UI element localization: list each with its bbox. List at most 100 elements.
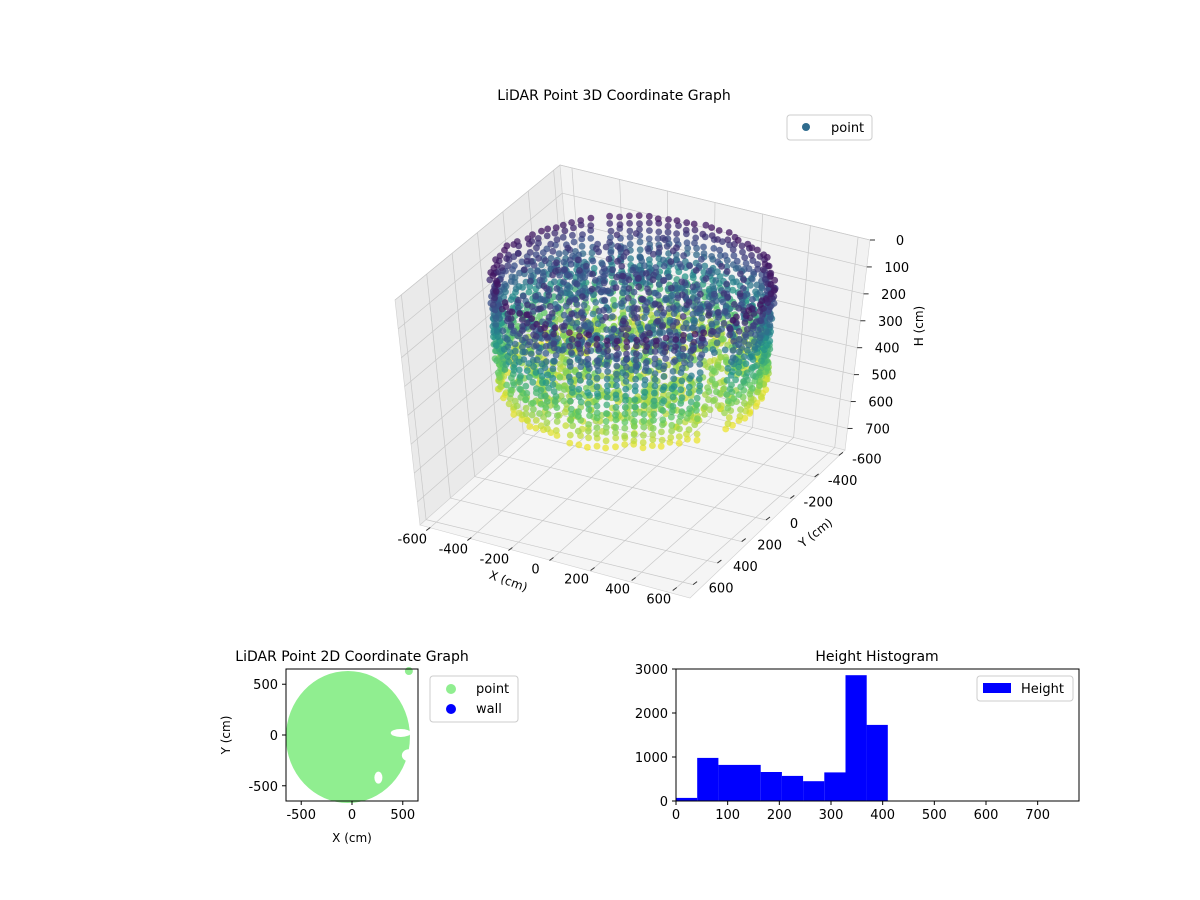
lidar-point-3d [639,439,647,446]
lidar-point-3d [552,351,560,359]
lidar-point-3d [708,232,716,240]
histogram-bar [739,764,761,801]
lidar-point-3d [619,317,627,325]
lidar-point-3d [593,424,601,432]
lidar-point-3d [544,371,552,379]
lidar-point-3d [613,352,620,359]
lidar-point-3d [518,327,526,334]
lidar-point-3d [581,274,589,281]
lidar-point-3d [491,306,499,314]
x-tick-label: 0 [672,808,680,823]
lidar-point-3d [522,396,530,403]
lidar-point-3d [651,370,659,377]
lidar-point-3d [622,372,630,379]
lidar-point-3d [651,348,659,355]
grid-floor-x [676,447,835,588]
lidar-point-3d [529,378,537,386]
lidar-point-3d [691,226,699,234]
lidar-point-3d [555,293,563,301]
lidar-point-3d [729,354,737,362]
lidar-point-3d [612,391,620,399]
lidar-point-3d [625,276,633,284]
lidar-point-3d [724,420,732,428]
lidar-point-3d [521,266,528,274]
lidar-point-3d [715,308,722,316]
lidar-point-3d [640,262,648,269]
lidar-point-3d [742,260,750,267]
lidar-point-3d [701,411,708,418]
lidar-point-3d [741,399,748,407]
chart-3d-ylabel: Y (cm) [795,515,835,551]
lidar-point-3d [613,376,620,383]
lidar-point-3d [566,439,574,447]
lidar-point-3d [626,220,633,227]
lidar-point-3d [758,357,765,365]
lidar-point-3d [677,400,685,407]
lidar-point-3d [602,428,610,436]
lidar-point-3d [743,369,751,377]
lidar-point-3d [753,388,761,396]
lidar-point-3d [701,262,709,270]
lidar-point-3d [593,402,601,410]
lidar-point-3d [765,262,773,270]
lidar-point-3d [696,305,704,313]
z-tick-label: 600 [868,396,893,411]
y-tick-mark [765,516,771,521]
histogram-legend: Height [976,675,1074,702]
lidar-point-3d [523,367,531,374]
lidar-point-3d [735,341,742,349]
lidar-point-3d [700,329,708,337]
lidar-point-3d [631,418,638,425]
lidar-point-3d [632,356,640,364]
lidar-point-3d [660,373,668,380]
lidar-point-3d [654,317,662,325]
lidar-point-3d [708,320,716,328]
lidar-point-3d [537,386,545,394]
lidar-point-3d [670,383,678,390]
lidar-point-3d [503,335,511,343]
lidar-point-3d [529,231,536,239]
lidar-point-3d [742,360,750,368]
lidar-point-3d [510,241,518,248]
lidar-point-3d [623,355,630,363]
point-2d [404,667,413,676]
lidar-point-3d [527,267,534,275]
lidar-point-3d [689,310,697,318]
lidar-point-3d [717,353,725,361]
lidar-point-3d [575,393,583,401]
lidar-point-3d [640,423,648,431]
lidar-point-3d [751,343,759,351]
lidar-point-3d [584,389,592,397]
lidar-point-3d [655,248,663,256]
lidar-point-3d [642,359,650,367]
lidar-point-3d [520,356,528,363]
lidar-point-3d [712,380,719,388]
lidar-point-3d [621,441,629,448]
lidar-point-3d [670,375,678,383]
lidar-point-3d [603,337,611,345]
chart-3d-zlabel: H (cm) [912,306,926,347]
lidar-point-3d [619,289,627,297]
lidar-point-3d [754,261,761,268]
lidar-point-3d [613,382,620,390]
lidar-point-3d [525,288,533,296]
lidar-point-3d [760,346,768,354]
lidar-point-3d [658,428,665,436]
lidar-point-3d [763,375,771,383]
lidar-point-3d [553,418,561,425]
lidar-point-3d [626,233,634,241]
lidar-point-3d [642,336,650,344]
lidar-point-3d [650,416,657,424]
lidar-point-3d [587,222,595,230]
lidar-point-3d [665,273,672,281]
lidar-point-3d [542,379,550,386]
lidar-point-3d [751,338,758,346]
lidar-point-3d [533,342,540,349]
lidar-point-3d [675,433,683,440]
grid-floor-y [474,476,742,542]
lidar-point-3d [564,271,571,279]
lidar-point-3d [631,403,639,411]
lidar-point-3d [584,341,591,349]
lidar-point-3d [726,385,734,393]
lidar-point-3d [560,332,567,339]
